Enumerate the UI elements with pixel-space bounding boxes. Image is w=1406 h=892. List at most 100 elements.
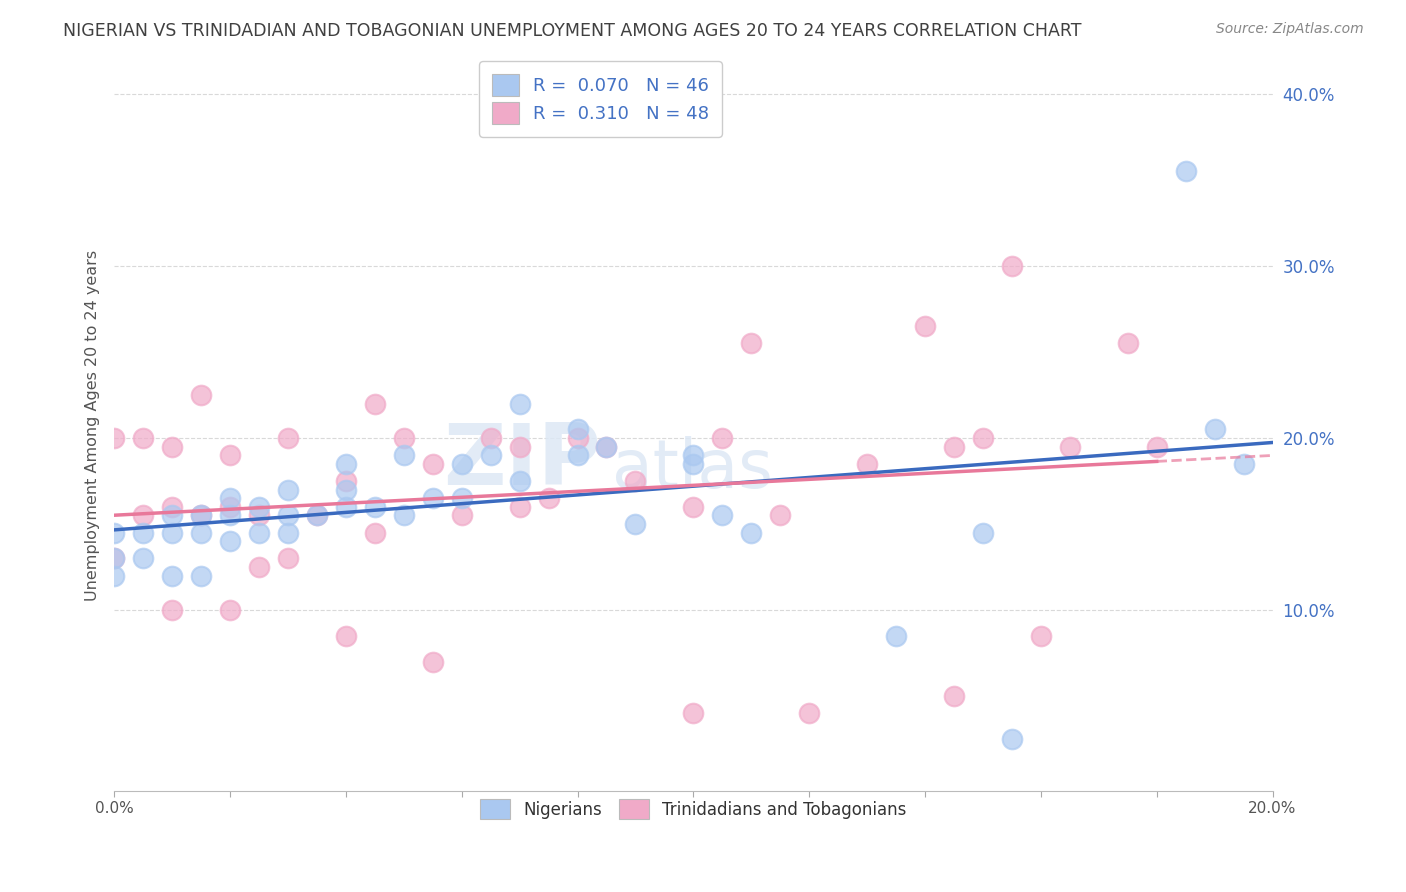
Point [132, 551, 155, 566]
Point [160, 508, 183, 523]
Point [972, 431, 994, 445]
Point [682, 457, 704, 471]
Point [595, 440, 617, 454]
Point [567, 422, 589, 436]
Legend: Nigerians, Trinidadians and Tobagonians: Nigerians, Trinidadians and Tobagonians [474, 792, 914, 826]
Point [624, 516, 647, 531]
Point [682, 706, 704, 721]
Point [392, 431, 415, 445]
Point [103, 525, 125, 540]
Point [1116, 336, 1139, 351]
Point [132, 431, 155, 445]
Point [1146, 440, 1168, 454]
Point [305, 508, 328, 523]
Point [335, 474, 357, 488]
Point [335, 629, 357, 643]
Point [190, 508, 212, 523]
Point [160, 440, 183, 454]
Point [277, 551, 299, 566]
Point [103, 551, 125, 566]
Point [479, 431, 502, 445]
Point [1029, 629, 1052, 643]
Point [567, 448, 589, 462]
Point [219, 491, 242, 506]
Point [595, 440, 617, 454]
Point [799, 706, 821, 721]
Point [219, 603, 242, 617]
Text: atlas: atlas [612, 436, 773, 502]
Point [219, 534, 242, 549]
Point [422, 457, 444, 471]
Point [769, 508, 792, 523]
Point [682, 500, 704, 514]
Point [943, 440, 966, 454]
Point [160, 525, 183, 540]
Point [277, 508, 299, 523]
Point [160, 568, 183, 582]
Point [1059, 440, 1081, 454]
Point [740, 336, 762, 351]
Point [190, 388, 212, 402]
Point [335, 500, 357, 514]
Point [103, 431, 125, 445]
Point [422, 655, 444, 669]
Point [711, 431, 734, 445]
Point [509, 396, 531, 410]
Point [190, 525, 212, 540]
Point [277, 525, 299, 540]
Point [943, 689, 966, 703]
Point [277, 483, 299, 497]
Point [509, 474, 531, 488]
Point [392, 508, 415, 523]
Point [247, 500, 270, 514]
Point [132, 508, 155, 523]
Point [479, 448, 502, 462]
Point [335, 483, 357, 497]
Point [247, 508, 270, 523]
Text: NIGERIAN VS TRINIDADIAN AND TOBAGONIAN UNEMPLOYMENT AMONG AGES 20 TO 24 YEARS CO: NIGERIAN VS TRINIDADIAN AND TOBAGONIAN U… [63, 22, 1081, 40]
Point [450, 457, 472, 471]
Point [567, 431, 589, 445]
Point [103, 568, 125, 582]
Point [682, 448, 704, 462]
Point [160, 500, 183, 514]
Point [392, 448, 415, 462]
Point [509, 440, 531, 454]
Point [103, 551, 125, 566]
Point [1232, 457, 1254, 471]
Point [1001, 731, 1024, 746]
Point [711, 508, 734, 523]
Point [190, 568, 212, 582]
Point [219, 448, 242, 462]
Point [972, 525, 994, 540]
Y-axis label: Unemployment Among Ages 20 to 24 years: Unemployment Among Ages 20 to 24 years [86, 250, 100, 600]
Point [422, 491, 444, 506]
Point [509, 500, 531, 514]
Text: Source: ZipAtlas.com: Source: ZipAtlas.com [1216, 22, 1364, 37]
Point [740, 525, 762, 540]
Point [364, 525, 387, 540]
Point [305, 508, 328, 523]
Point [132, 525, 155, 540]
Point [914, 319, 936, 334]
Point [1001, 259, 1024, 273]
Point [537, 491, 560, 506]
Point [277, 431, 299, 445]
Point [1174, 164, 1197, 178]
Point [364, 500, 387, 514]
Point [450, 491, 472, 506]
Point [219, 508, 242, 523]
Point [247, 525, 270, 540]
Text: ZIP: ZIP [443, 420, 600, 503]
Point [160, 603, 183, 617]
Point [856, 457, 879, 471]
Point [247, 560, 270, 574]
Point [884, 629, 907, 643]
Point [450, 508, 472, 523]
Point [190, 508, 212, 523]
Point [364, 396, 387, 410]
Point [624, 474, 647, 488]
Point [1204, 422, 1226, 436]
Point [219, 500, 242, 514]
Point [335, 457, 357, 471]
